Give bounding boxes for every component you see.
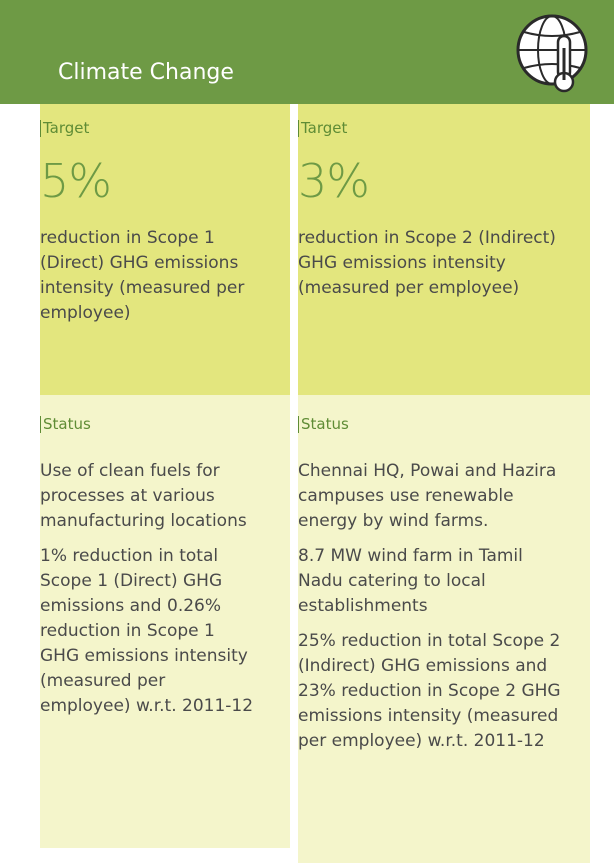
status-item: 1% reduction in total Scope 1 (Direct) G… <box>40 546 254 716</box>
target-value: 5% <box>40 154 112 208</box>
title: Climate Change <box>58 60 234 85</box>
target-value: 3% <box>298 154 370 208</box>
status-label: Status <box>40 416 91 433</box>
climate-icon <box>516 14 588 93</box>
target-text: reduction in Scope 1 (Direct) GHG emissi… <box>40 228 245 323</box>
status-list: Use of clean fuels for processes at vari… <box>40 459 255 729</box>
status-label: Status <box>298 416 349 433</box>
status-panel <box>40 395 290 848</box>
status-item: 8.7 MW wind farm in Tamil Nadu catering … <box>298 546 523 616</box>
column-left: Target 5% reduction in Scope 1 (Direct) … <box>40 104 290 848</box>
status-list: Chennai HQ, Powai and Hazira campuses us… <box>298 459 563 764</box>
status-item: 25% reduction in total Scope 2 (Indirect… <box>298 631 561 751</box>
target-label: Target <box>298 120 347 137</box>
column-right: Target 3% reduction in Scope 2 (Indirect… <box>298 104 590 863</box>
status-item: Use of clean fuels for processes at vari… <box>40 461 247 531</box>
target-text: reduction in Scope 2 (Indirect) GHG emis… <box>298 228 556 298</box>
status-panel <box>298 395 590 863</box>
target-label: Target <box>40 120 89 137</box>
status-item: Chennai HQ, Powai and Hazira campuses us… <box>298 461 557 531</box>
target-panel <box>40 104 290 395</box>
target-panel <box>298 104 590 395</box>
header-bar: Climate Change <box>0 0 614 104</box>
